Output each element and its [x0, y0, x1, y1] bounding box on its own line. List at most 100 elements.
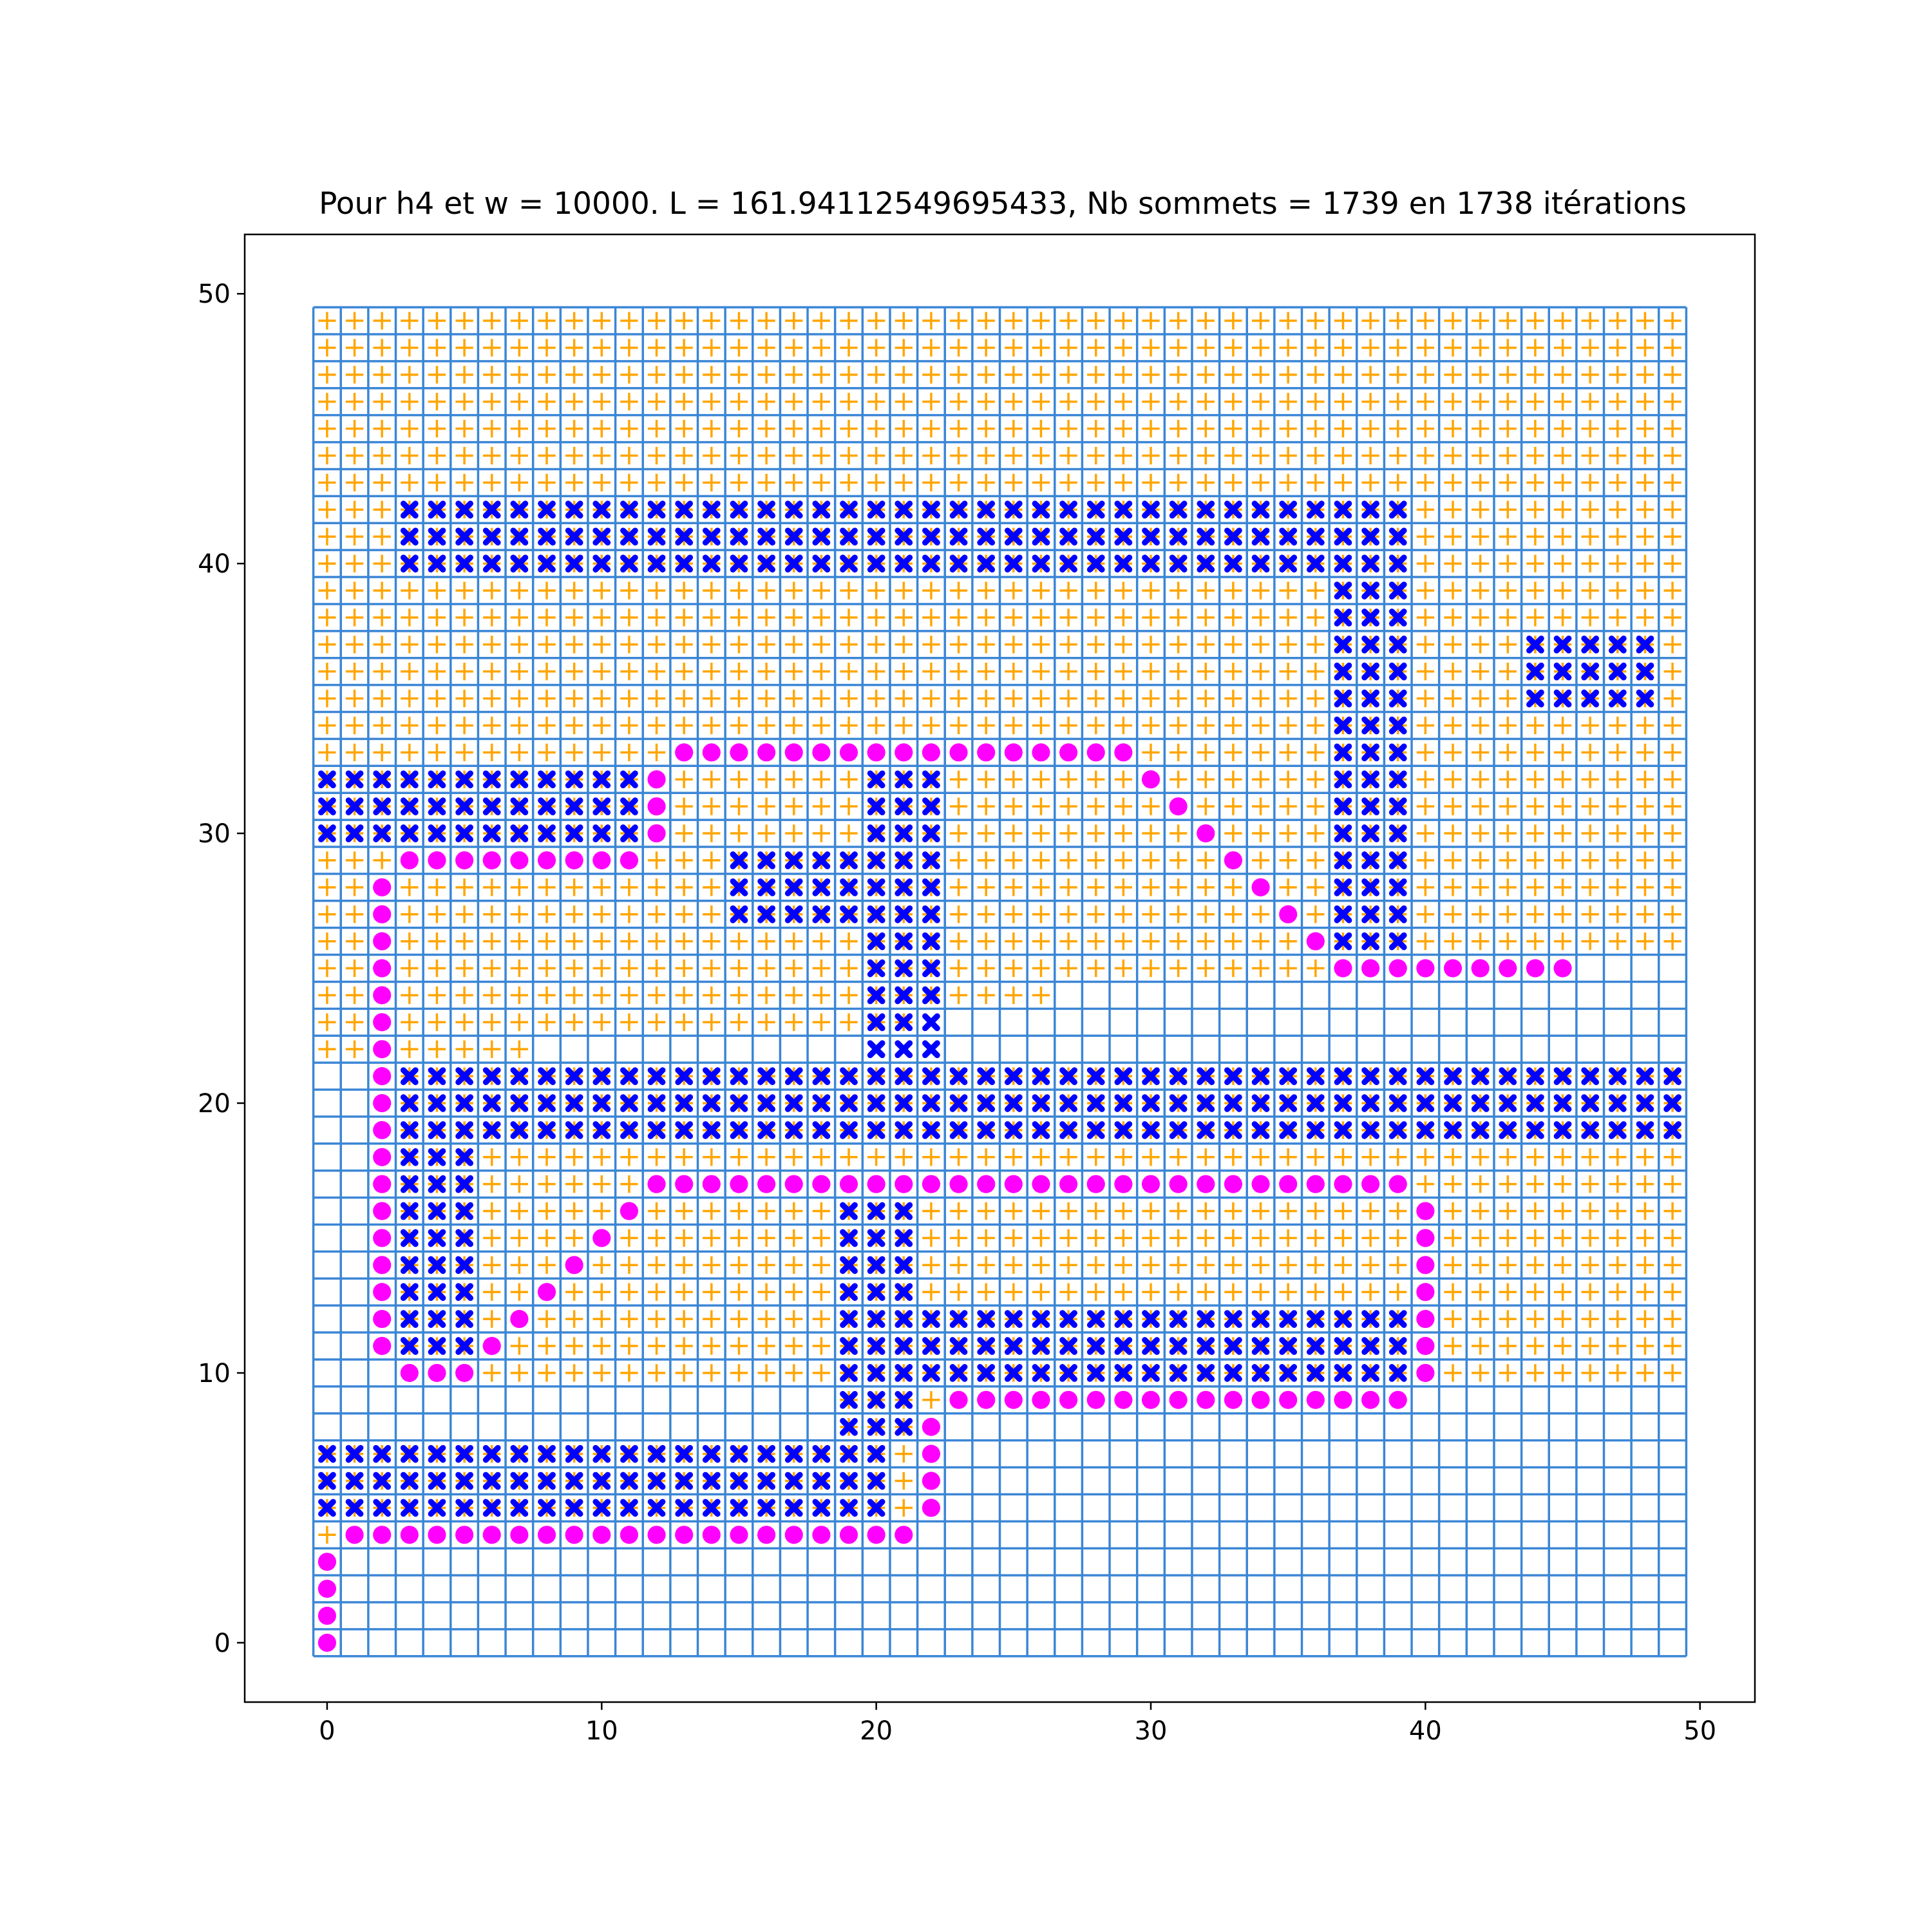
explored-marker — [647, 743, 666, 761]
explored-marker — [318, 609, 336, 627]
explored-marker — [757, 393, 775, 411]
chart-title: Pour h4 et w = 10000. L = 161.9411254969… — [319, 186, 1687, 222]
explored-marker — [840, 473, 858, 492]
explored-marker — [538, 878, 556, 896]
explored-marker — [1307, 851, 1325, 869]
explored-marker — [1279, 878, 1297, 896]
explored-marker — [1471, 743, 1490, 761]
explored-marker — [510, 663, 529, 681]
explored-marker — [977, 446, 995, 465]
explored-marker — [1526, 716, 1544, 735]
explored-marker — [318, 500, 336, 518]
explored-marker — [1197, 663, 1215, 681]
explored-marker — [455, 636, 473, 654]
explored-marker — [949, 1148, 968, 1166]
explored-marker — [1251, 312, 1270, 330]
explored-marker — [1663, 905, 1681, 923]
explored-marker — [345, 1013, 364, 1031]
explored-marker — [922, 312, 940, 330]
explored-marker — [1032, 932, 1050, 951]
explored-marker — [373, 743, 391, 761]
explored-marker — [1169, 609, 1188, 627]
explored-marker — [730, 473, 748, 492]
explored-marker — [565, 446, 583, 465]
explored-marker — [1307, 797, 1325, 815]
explored-marker — [1142, 689, 1160, 708]
explored-marker — [1059, 419, 1077, 438]
explored-marker — [1032, 446, 1050, 465]
explored-marker — [703, 473, 721, 492]
explored-marker — [1114, 959, 1133, 978]
explored-marker — [1059, 905, 1077, 923]
explored-marker — [483, 905, 501, 923]
explored-marker — [510, 986, 529, 1005]
explored-marker — [977, 716, 995, 735]
explored-marker — [1361, 446, 1379, 465]
explored-marker — [345, 312, 364, 330]
explored-marker — [1197, 446, 1215, 465]
explored-marker — [1444, 770, 1462, 788]
explored-marker — [977, 419, 995, 438]
explored-marker — [785, 770, 803, 788]
explored-marker — [1444, 446, 1462, 465]
explored-marker — [1224, 878, 1242, 896]
explored-marker — [345, 582, 364, 600]
explored-marker — [620, 959, 638, 978]
explored-marker — [592, 393, 611, 411]
explored-marker — [840, 663, 858, 681]
explored-marker — [1197, 636, 1215, 654]
explored-marker — [895, 663, 913, 681]
explored-marker — [785, 959, 803, 978]
explored-marker — [812, 393, 831, 411]
explored-marker — [1087, 366, 1105, 384]
explored-marker — [1499, 1148, 1517, 1166]
explored-marker — [428, 393, 446, 411]
explored-marker — [592, 312, 611, 330]
explored-marker — [428, 636, 446, 654]
explored-marker — [1389, 446, 1407, 465]
explored-marker — [977, 393, 995, 411]
explored-marker — [1197, 312, 1215, 330]
explored-marker — [949, 473, 968, 492]
explored-marker — [1663, 636, 1681, 654]
explored-marker — [1087, 878, 1105, 896]
explored-marker — [647, 393, 666, 411]
explored-marker — [373, 609, 391, 627]
explored-marker — [1581, 770, 1599, 788]
explored-marker — [647, 636, 666, 654]
explored-marker — [455, 446, 473, 465]
explored-marker — [538, 743, 556, 761]
explored-marker — [977, 905, 995, 923]
explored-marker — [1499, 366, 1517, 384]
explored-marker — [1609, 554, 1627, 573]
explored-marker — [455, 419, 473, 438]
explored-marker — [840, 1013, 858, 1031]
explored-marker — [401, 339, 419, 357]
explored-marker — [483, 312, 501, 330]
explored-marker — [867, 609, 886, 627]
explored-marker — [1251, 797, 1270, 815]
explored-marker — [703, 366, 721, 384]
explored-marker — [812, 1013, 831, 1031]
explored-marker — [1361, 473, 1379, 492]
explored-marker — [1279, 851, 1297, 869]
explored-marker — [620, 636, 638, 654]
explored-marker — [922, 716, 940, 735]
explored-marker — [895, 716, 913, 735]
explored-marker — [455, 663, 473, 681]
explored-marker — [565, 663, 583, 681]
explored-marker — [1169, 419, 1188, 438]
explored-marker — [895, 339, 913, 357]
explored-marker — [1499, 663, 1517, 681]
explored-marker — [1114, 393, 1133, 411]
explored-marker — [620, 743, 638, 761]
explored-marker — [647, 1013, 666, 1031]
explored-marker — [1444, 689, 1462, 708]
explored-marker — [318, 419, 336, 438]
explored-marker — [1087, 932, 1105, 951]
explored-marker — [428, 743, 446, 761]
explored-marker — [949, 959, 968, 978]
explored-marker — [785, 582, 803, 600]
explored-marker — [867, 312, 886, 330]
explored-marker — [1663, 716, 1681, 735]
